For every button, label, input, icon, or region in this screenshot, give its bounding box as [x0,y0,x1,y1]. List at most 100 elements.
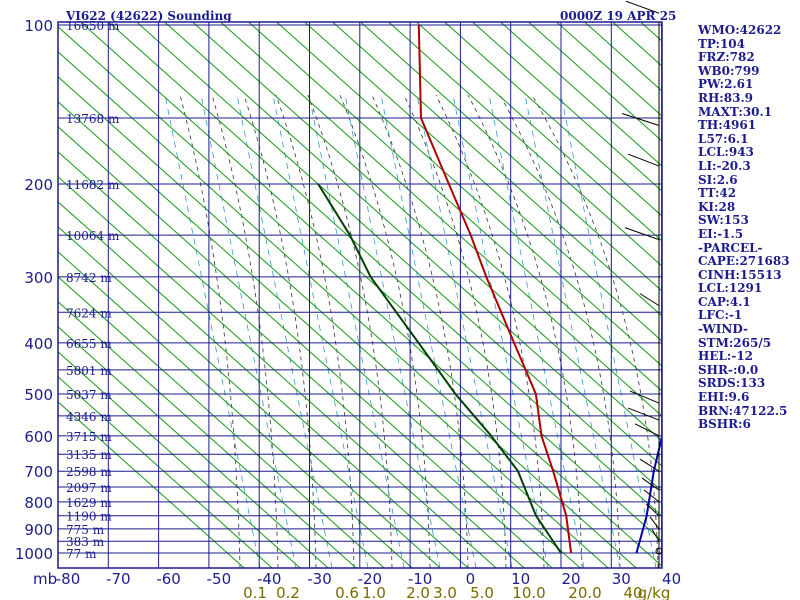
pressure-tick-label: 300 [24,269,53,287]
wind-barb [629,390,660,404]
index-item: WMO:42622 [698,23,782,37]
index-item: L57:6.1 [698,131,749,146]
height-label: 7624 m [66,306,112,320]
mixing-ratio-label: 0.1 [243,584,267,600]
height-label: 1190 m [66,510,112,524]
pressure-tick-label: 1000 [15,545,53,563]
wind-barb [643,489,660,503]
height-label: 4346 m [66,410,112,424]
sounding-indices: WMO:42622 TP:104 FRZ:782 WB0:799 PW:2.61 RH:8… [698,23,790,432]
pressure-tick-label: 700 [24,463,53,481]
index-item: SW:153 [698,213,749,228]
index-item: BSHR:6 [698,417,751,432]
dry-adiabat [163,22,662,467]
wind-barb [645,503,660,517]
height-label: 2598 m [66,465,112,479]
height-label: 6655 m [66,337,112,351]
temperature-tick-label: 20 [561,570,580,588]
dry-adiabat [303,22,662,342]
dry-adiabat [58,326,329,568]
mixing-ratio-label: 20.0 [568,584,601,600]
pressure-tick-label: 600 [24,428,53,446]
dry-adiabat [555,22,662,117]
temperature-tick-label: -60 [156,570,181,588]
chart-title: VI622 (42622) Sounding [65,9,232,23]
dry-adiabat [58,351,301,568]
index-item: RH:83.9 [698,90,753,105]
mixing-ratio-label: 40 [623,584,642,600]
index-item: EHI:9.6 [698,390,750,405]
index-item: TT:42 [698,186,737,201]
temperature-tick-label: -70 [106,570,131,588]
index-item: LCL:943 [698,145,754,160]
index-item: -PARCEL- [698,240,763,255]
height-label: 383 m [66,535,105,549]
dry-adiabat [191,22,662,442]
temperature-axis: -80 -70 -60 -50 -40 -30 -20 -10 0 10 20 30 40 [56,570,681,588]
temperature-tick-label: -80 [56,570,81,588]
wind-barb [641,477,660,491]
height-labels: 16650 m 13768 m 11682 m 10064 m 8742 m 7624 m… [66,19,120,561]
mixing-ratio-line [560,94,657,568]
pressure-tick-label: 100 [24,17,53,35]
pressure-tick-label: 400 [24,335,53,353]
moist-adiabat [211,94,279,568]
mixing-ratio-line [344,94,441,568]
index-item: CAP:4.1 [698,294,751,309]
index-item: BRN:47122.5 [698,403,788,418]
dry-adiabat [359,22,662,292]
dry-adiabat [58,276,385,568]
dry-adiabat [58,76,609,568]
dry-adiabat [471,22,662,192]
index-item: LI:-20.3 [698,158,751,173]
mixing-ratio-line [164,94,261,568]
wind-barb [627,153,660,167]
mixing-ratio-label: g/kg [638,584,671,600]
index-item: MAXT:30.1 [698,104,773,119]
dewpoint-line [317,183,562,554]
dry-adiabat [58,376,273,568]
dry-adiabat [135,22,662,492]
mixing-ratio-line [488,94,585,568]
index-item: EI:-1.5 [698,226,744,241]
height-label: 11682 m [66,178,120,192]
wind-barbs [621,0,663,568]
sounding-time: 0000Z 19 APR 25 [560,9,676,23]
dry-adiabat [58,251,413,568]
moist-adiabat [467,94,583,568]
pressure-unit-label: mb [33,570,57,588]
wind-barb [624,227,660,241]
calm-wind-circle [655,547,663,555]
mixing-ratio-label: 2.0 [406,584,430,600]
dry-adiabat [58,176,497,568]
dry-adiabat [58,51,637,568]
dry-adiabat [499,22,662,167]
index-item: HEL:-12 [698,349,754,364]
mixing-ratio-label: 1.0 [362,584,386,600]
temperature-tick-label: 40 [662,570,681,588]
moist-adiabat [339,94,431,568]
index-item: LFC:-1 [698,308,743,323]
pressure-tick-label: 800 [24,494,53,512]
dry-adiabat [58,401,245,568]
index-item: SHR-:0.0 [698,362,759,377]
temperature-tick-label: 10 [511,570,530,588]
index-item: -WIND- [698,322,748,337]
dry-adiabat [387,22,662,267]
mixing-ratio-line [236,94,333,568]
wind-barb [651,528,660,542]
temperature-tick-label: -50 [207,570,232,588]
height-label: 2097 m [66,481,112,495]
index-item: SI:2.6 [698,172,738,187]
wind-barb [639,293,660,307]
dry-adiabat [415,22,662,242]
pressure-axis: 100 200 300 400 500 600 700 800 900 1000 mb [15,17,57,588]
index-item: CAPE:271683 [698,254,790,269]
parcel-line [635,432,662,554]
grid-lines [58,22,662,568]
height-label: 5037 m [66,388,112,402]
index-item: LCL:1291 [698,281,763,296]
temperature-tick-label: -10 [408,570,433,588]
mixing-ratio-label: 10.0 [512,584,545,600]
index-item: PW:2.61 [698,77,754,92]
